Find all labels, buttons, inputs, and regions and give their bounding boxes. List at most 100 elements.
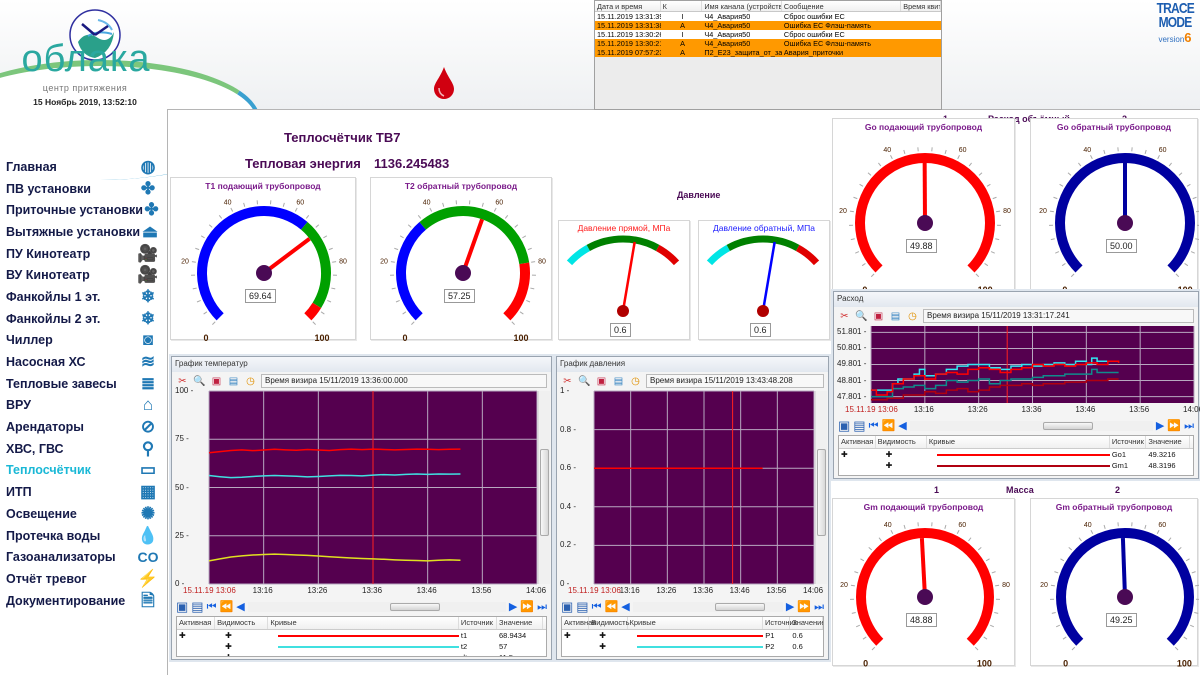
clock-icon[interactable]: ◷: [908, 310, 917, 322]
clear-icon[interactable]: ✂: [178, 375, 187, 387]
scroll-thumb[interactable]: [1043, 422, 1094, 430]
visibility-marker[interactable]: ✚: [885, 461, 893, 470]
fast-forward-icon[interactable]: ⏩: [520, 601, 535, 613]
zoom-icon[interactable]: 🔍: [193, 375, 206, 387]
column-header[interactable]: Источник: [764, 617, 797, 629]
sidebar-item[interactable]: Чиллер ◙: [0, 330, 166, 352]
back-icon[interactable]: ◀: [236, 601, 245, 613]
clock-icon[interactable]: ◷: [246, 375, 255, 387]
horizontal-scrollbar[interactable]: [909, 421, 1153, 431]
visibility-marker[interactable]: ✚: [225, 642, 232, 651]
clock-icon[interactable]: ◷: [631, 375, 640, 387]
sidebar-item[interactable]: ПУ Кинотеатр 🎥: [0, 243, 166, 265]
table-toggle-icon[interactable]: ▤: [853, 418, 866, 433]
scroll-thumb[interactable]: [389, 603, 440, 611]
fast-forward-icon[interactable]: ⏩: [1167, 420, 1182, 432]
visibility-marker[interactable]: ✚: [885, 450, 893, 459]
sidebar-item[interactable]: Фанкойлы 1 эт. ❄: [0, 286, 166, 308]
delete-icon[interactable]: ▣: [211, 375, 222, 387]
column-header[interactable]: Источник: [459, 617, 498, 629]
column-header[interactable]: Активная: [564, 617, 597, 629]
sidebar-item[interactable]: Тепловые завесы ≣: [0, 373, 166, 395]
vertical-scrollbar[interactable]: [538, 391, 550, 584]
column-header[interactable]: Активная: [839, 436, 876, 448]
export-icon[interactable]: ▤: [890, 310, 901, 322]
visibility-marker[interactable]: ✚: [215, 652, 268, 656]
alarm-row[interactable]: 15.11.2019 13:31:38. A Ч4_Авария50 Ошибка Е…: [595, 21, 941, 30]
table-toggle-icon[interactable]: ▤: [576, 599, 589, 614]
horizontal-scrollbar[interactable]: [247, 602, 506, 612]
column-header[interactable]: Время квитирования: [901, 1, 941, 11]
curve-row[interactable]: ✚ dt11.5: [177, 652, 546, 656]
fast-forward-icon[interactable]: ⏩: [797, 601, 812, 613]
curve-row[interactable]: ✚ ✚ Go1 49.3216: [839, 449, 1193, 460]
sidebar-item[interactable]: Главная ◍: [0, 156, 166, 178]
visibility-marker[interactable]: ✚: [599, 642, 606, 651]
curve-row[interactable]: ✚ t2 57: [177, 641, 546, 652]
column-header[interactable]: К: [661, 1, 703, 11]
sidebar-item[interactable]: Насосная ХС ≋: [0, 351, 166, 373]
alarm-row[interactable]: 15.11.2019 13:30:21. A Ч4_Авария50 Ошибка Е…: [595, 39, 941, 48]
curve-row[interactable]: ✚ ✚ P1 0.6: [562, 630, 823, 641]
table-toggle-icon[interactable]: ▤: [191, 599, 204, 614]
sidebar-item[interactable]: Документирование 🗎: [0, 590, 166, 612]
sidebar-item[interactable]: ВРУ ⌂: [0, 395, 166, 417]
delete-icon[interactable]: ▣: [596, 375, 607, 387]
legend-toggle-icon[interactable]: ▣: [561, 599, 574, 614]
column-header[interactable]: Источник: [1110, 436, 1147, 448]
fast-back-icon[interactable]: ⏪: [219, 601, 234, 613]
curve-row[interactable]: ✚ ✚ t1 68.9434: [177, 630, 546, 641]
zoom-icon[interactable]: 🔍: [578, 375, 591, 387]
alarm-row[interactable]: 15.11.2019 13:30:26. I Ч4_Авария50 Сброс ош…: [595, 30, 941, 39]
column-header[interactable]: Значение: [497, 617, 543, 629]
first-page-icon[interactable]: ⏮: [868, 420, 879, 432]
vertical-scrollbar[interactable]: [815, 391, 827, 584]
sidebar-item[interactable]: Газоанализаторы CO: [0, 546, 166, 568]
export-icon[interactable]: ▤: [613, 375, 624, 387]
forward-icon[interactable]: ▶: [1155, 420, 1165, 432]
column-header[interactable]: Видимость: [215, 617, 269, 629]
sidebar-item[interactable]: ПВ установки ✤: [0, 178, 166, 200]
last-page-icon[interactable]: ⏭: [537, 601, 547, 613]
sidebar-item[interactable]: ИТП ▦: [0, 481, 166, 503]
column-header[interactable]: Дата и время: [595, 1, 661, 11]
legend-toggle-icon[interactable]: ▣: [838, 418, 851, 433]
sidebar-item[interactable]: ХВС, ГВС ⚲: [0, 438, 166, 460]
column-header[interactable]: Кривые: [927, 436, 1110, 448]
visibility-marker[interactable]: ✚: [599, 631, 606, 640]
curve-row[interactable]: ✚ Gm1 48.3196: [839, 460, 1193, 471]
column-header[interactable]: Кривые: [628, 617, 763, 629]
scroll-thumb[interactable]: [540, 448, 549, 536]
column-header[interactable]: Значение: [792, 617, 824, 629]
fast-back-icon[interactable]: ⏪: [604, 601, 619, 613]
scroll-thumb[interactable]: [715, 603, 766, 611]
alarm-row[interactable]: 15.11.2019 13:31:39. I Ч4_Авария50 Сброс ош…: [595, 12, 941, 21]
last-page-icon[interactable]: ⏭: [1184, 420, 1194, 432]
column-header[interactable]: Активная: [177, 617, 216, 629]
first-page-icon[interactable]: ⏮: [591, 601, 602, 613]
horizontal-scrollbar[interactable]: [632, 602, 783, 612]
column-header[interactable]: Видимость: [591, 617, 630, 629]
scroll-thumb[interactable]: [817, 448, 826, 536]
sidebar-item[interactable]: Освещение ✺: [0, 503, 166, 525]
sidebar-item[interactable]: ВУ Кинотеатр 🎥: [0, 264, 166, 286]
sidebar-item[interactable]: Вытяжные установки ⏏: [0, 221, 166, 243]
forward-icon[interactable]: ▶: [508, 601, 518, 613]
first-page-icon[interactable]: ⏮: [206, 601, 217, 613]
sidebar-item[interactable]: Фанкойлы 2 эт. ❄: [0, 308, 166, 330]
legend-toggle-icon[interactable]: ▣: [176, 599, 189, 614]
column-header[interactable]: Видимость: [876, 436, 927, 448]
alarm-table[interactable]: Дата и время К Имя канала (устройства) Сооб…: [594, 0, 942, 110]
curve-row[interactable]: ✚ P2 0.6: [562, 641, 823, 652]
clear-icon[interactable]: ✂: [840, 310, 849, 322]
column-header[interactable]: Кривые: [268, 617, 459, 629]
back-icon[interactable]: ◀: [898, 420, 907, 432]
visibility-marker[interactable]: ✚: [225, 631, 232, 640]
delete-icon[interactable]: ▣: [873, 310, 884, 322]
last-page-icon[interactable]: ⏭: [814, 601, 824, 613]
column-header[interactable]: Сообщение: [782, 1, 902, 11]
sidebar-item[interactable]: Приточные установки ✤: [0, 199, 166, 221]
column-header[interactable]: Имя канала (устройства): [704, 1, 782, 11]
zoom-icon[interactable]: 🔍: [855, 310, 868, 322]
sidebar-item[interactable]: Протечка воды 💧: [0, 525, 166, 547]
